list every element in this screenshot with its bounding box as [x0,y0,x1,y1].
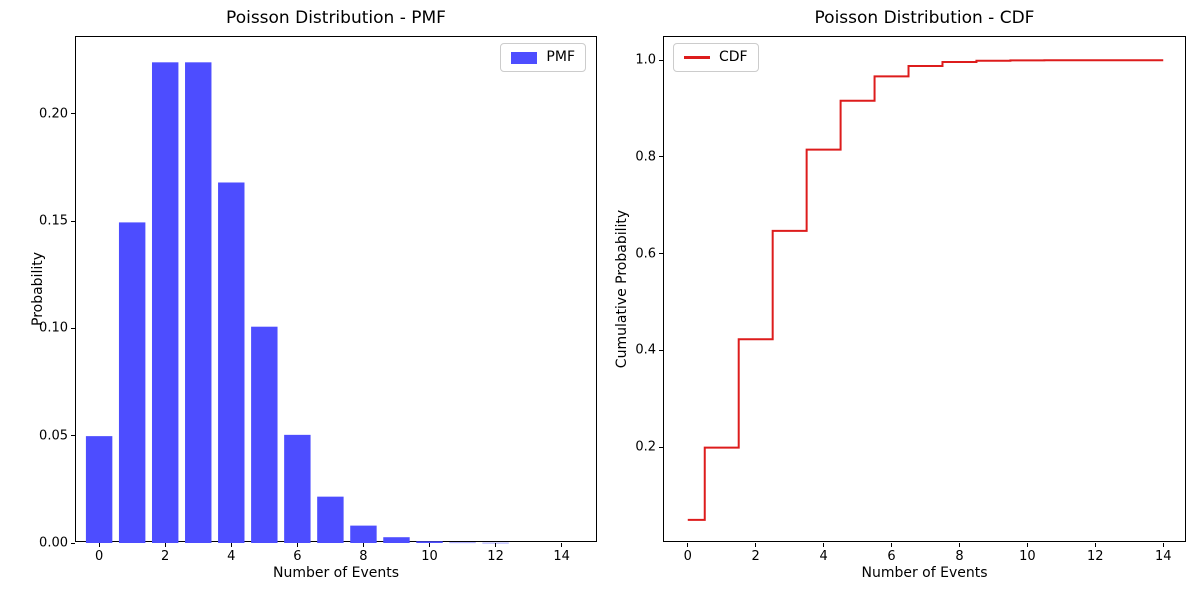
pmf-bar [416,541,443,543]
x-tick [1094,543,1096,547]
cdf-ylabel: Cumulative Probability [614,209,630,369]
x-tick [98,543,100,547]
cdf-legend-swatch-icon [684,56,710,59]
pmf-bar [251,326,278,543]
x-tick [429,543,430,547]
x-tick [755,543,757,547]
y-tick [659,156,663,158]
x-tick-label: 0 [683,549,692,564]
cdf-xlabel: Number of Events [861,565,988,581]
pmf-bar [185,62,212,543]
pmf-ylabel: Probability [30,251,46,327]
pmf-axes: Poisson Distribution - PMF Probability P… [30,8,597,581]
pmf-legend-label: PMF [546,49,575,65]
y-tick-label: 1.0 [635,52,656,68]
y-tick [71,113,75,115]
x-tick-label: 8 [955,549,964,564]
pmf-plot-canvas [85,62,509,544]
x-tick [1162,543,1164,547]
x-tick-label: 8 [359,549,368,564]
y-tick [71,327,75,329]
cdf-plot-canvas [687,59,1164,521]
pmf-bar [317,496,344,543]
x-tick-label: 2 [161,549,170,564]
x-tick-label: 0 [94,549,104,564]
x-tick [230,543,232,547]
cdf-title: Poisson Distribution - CDF [814,8,1035,28]
x-tick-label: 14 [553,549,570,564]
pmf-bar [350,525,377,543]
y-tick [71,435,75,437]
cdf-axes: Poisson Distribution - CDF Cumulative Pr… [614,8,1186,581]
x-tick [561,543,563,547]
y-tick-label: 0.05 [39,428,68,444]
x-tick [164,543,166,547]
x-tick [687,543,689,547]
y-tick-label: 0.15 [39,213,68,229]
y-tick [659,446,663,448]
pmf-legend-swatch-icon [511,51,538,64]
pmf-title: Poisson Distribution - PMF [226,8,446,28]
y-tick-label: 0.00 [39,535,68,551]
x-tick-label: 6 [887,549,896,564]
pmf-bar [118,222,146,543]
y-tick-label: 0.10 [39,320,68,336]
x-tick-label: 12 [487,549,504,564]
x-tick-label: 6 [293,549,302,564]
pmf-bar [85,436,113,543]
y-tick-label: 0.4 [635,342,656,358]
y-tick-label: 0.8 [635,149,656,165]
x-tick-label: 14 [1154,549,1172,564]
y-tick [71,220,75,222]
x-tick [495,543,497,547]
x-tick [958,543,960,547]
x-tick-label: 10 [421,549,438,564]
pmf-xlabel: Number of Events [272,565,400,581]
y-tick-label: 0.6 [635,246,656,262]
y-tick [659,349,663,351]
y-tick [71,542,75,544]
cdf-legend-label: CDF [719,49,748,65]
x-tick-label: 10 [1019,549,1036,564]
y-tick [659,253,663,255]
pmf-bar [383,537,410,543]
pmf-bar [151,62,179,543]
y-tick [659,59,663,61]
x-tick-label: 4 [227,549,236,564]
x-tick [362,543,364,547]
y-tick-label: 0.2 [635,439,656,455]
pmf-bar [449,542,476,544]
x-tick-label: 12 [1087,549,1104,564]
x-tick [891,543,893,547]
x-tick-label: 2 [751,549,760,564]
x-tick [823,543,825,547]
cdf-legend: CDF [673,43,759,72]
pmf-legend: PMF [500,43,586,72]
x-tick [1026,543,1028,547]
y-tick-label: 0.20 [39,106,68,122]
x-tick [296,543,298,547]
pmf-bar [218,182,245,544]
pmf-bar [284,434,311,543]
x-tick-label: 4 [819,549,828,564]
cdf-step-line [687,59,1164,521]
